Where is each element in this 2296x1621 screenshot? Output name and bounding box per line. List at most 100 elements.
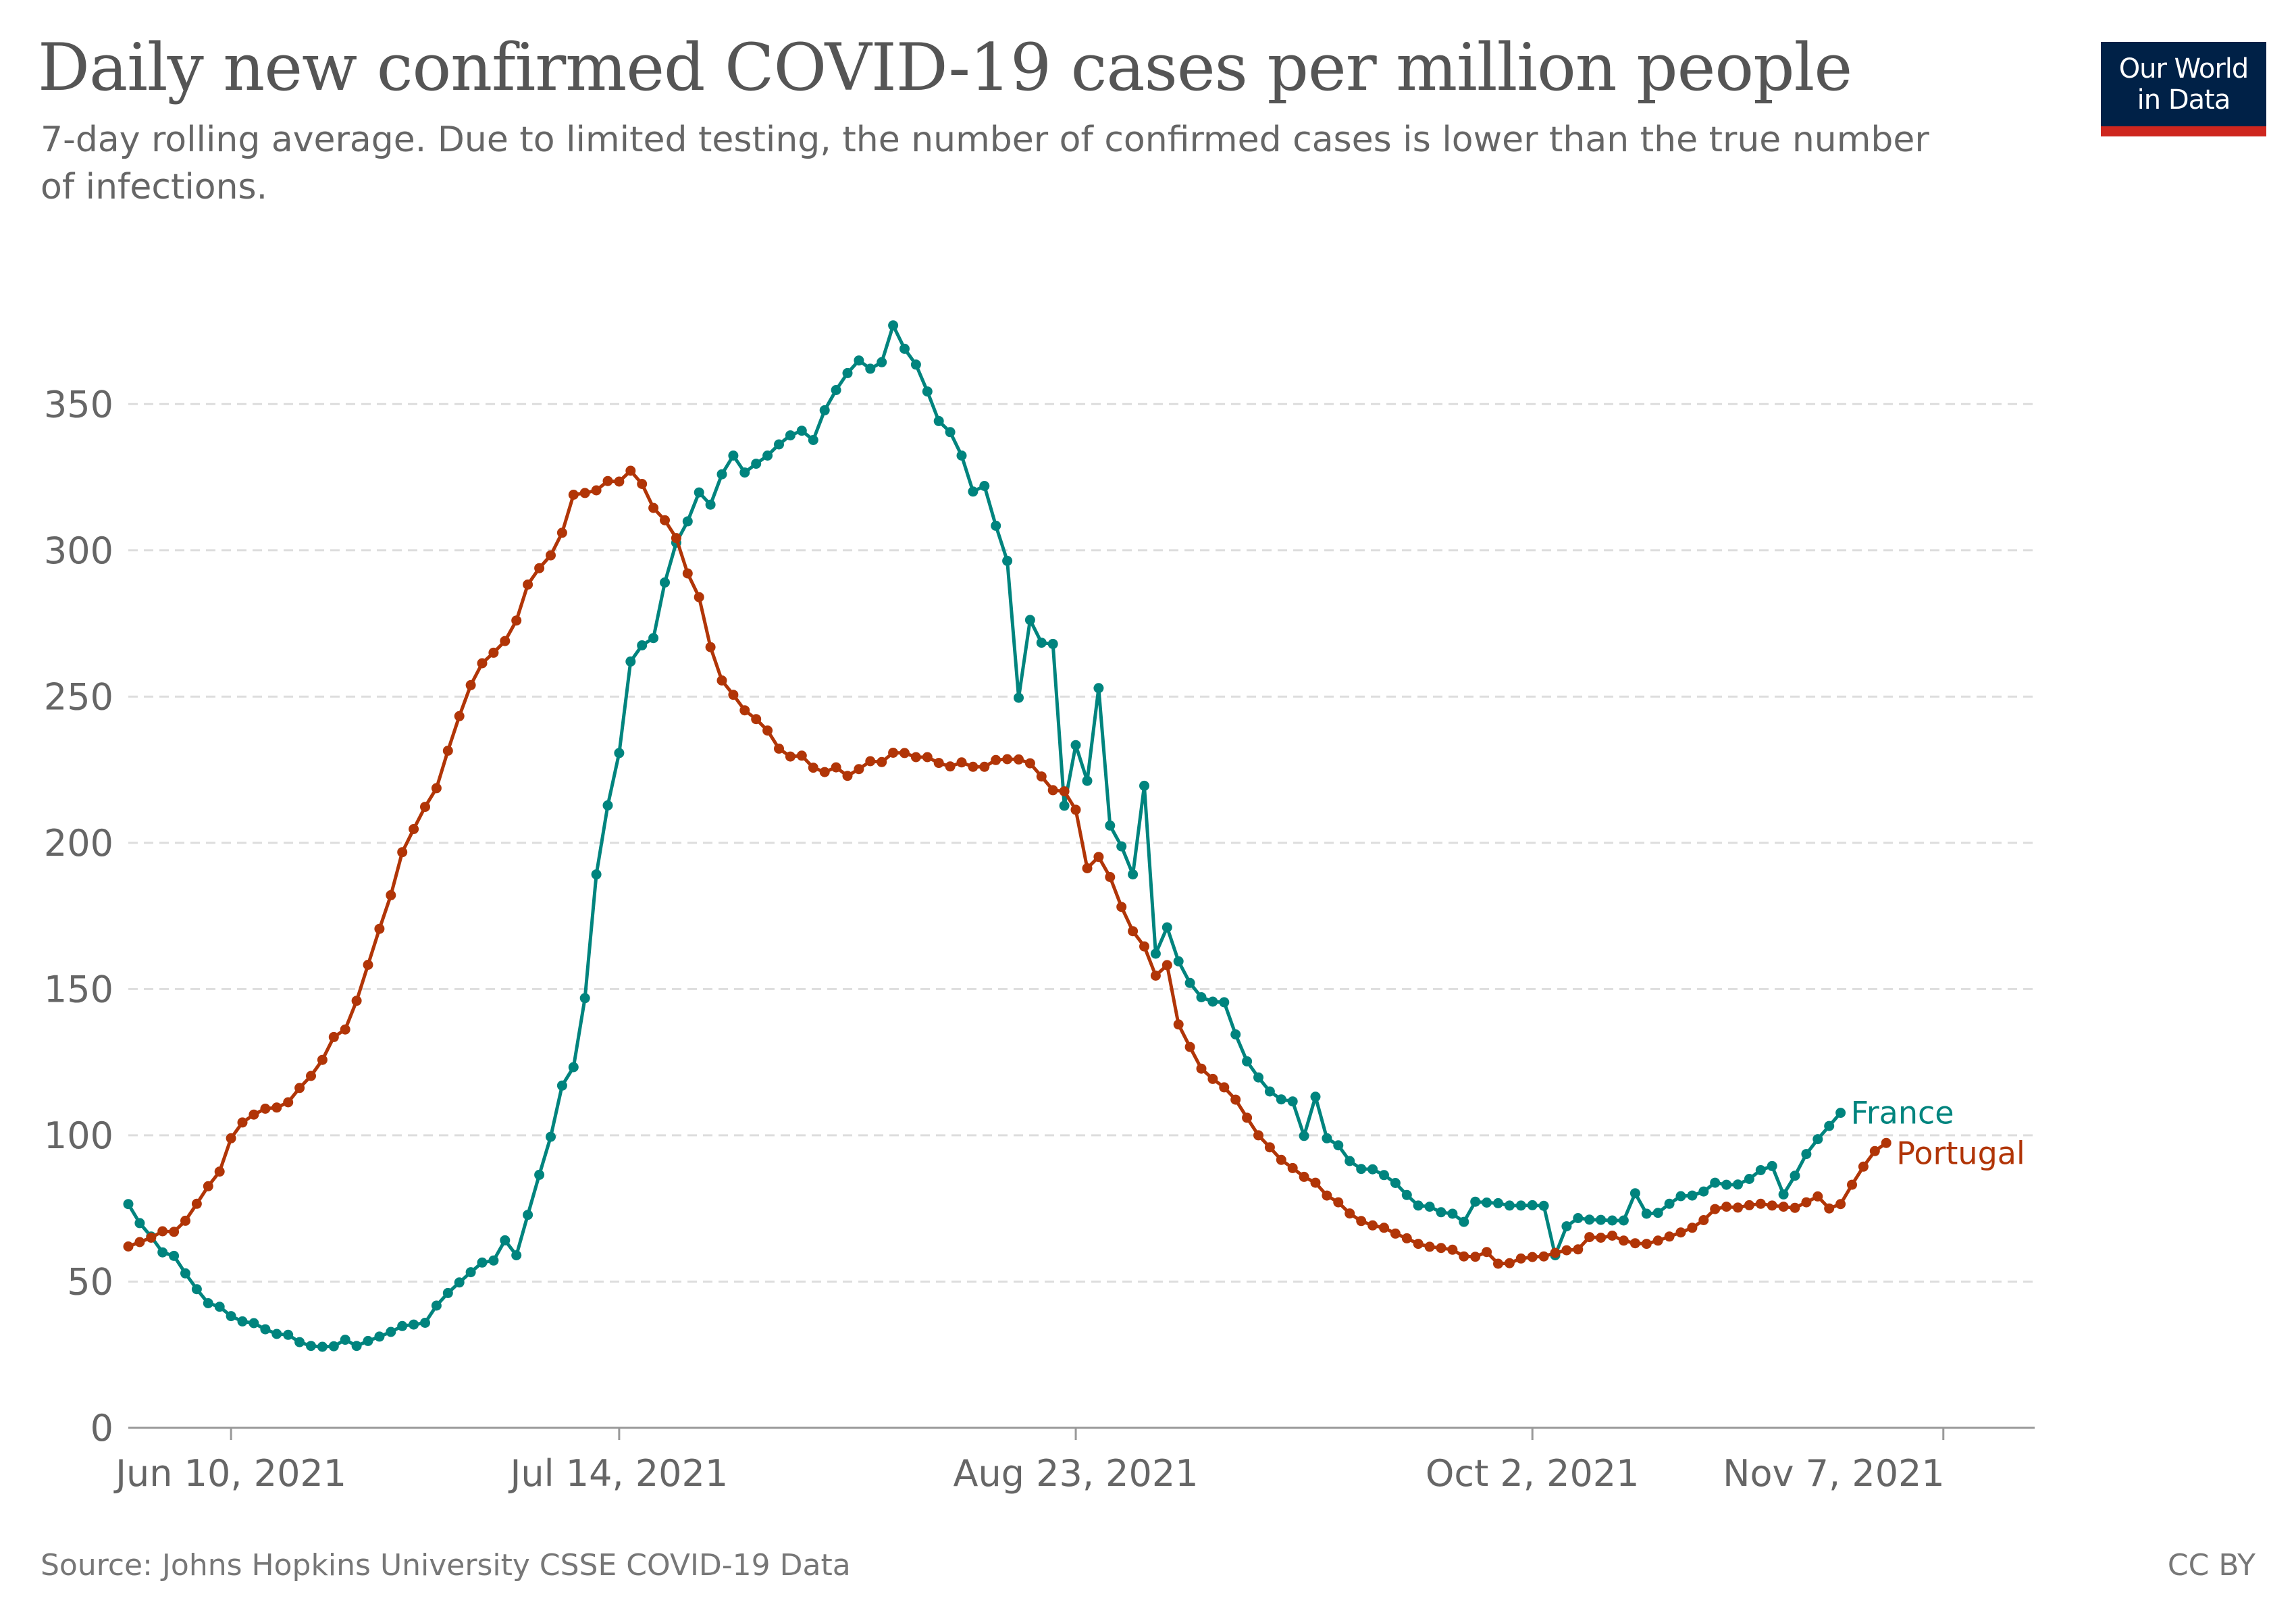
france-point[interactable] bbox=[1184, 977, 1195, 988]
france-point[interactable] bbox=[591, 869, 602, 880]
france-point[interactable] bbox=[979, 481, 990, 491]
portugal-point[interactable] bbox=[1767, 1200, 1777, 1211]
portugal-point[interactable] bbox=[968, 761, 979, 772]
portugal-point[interactable] bbox=[660, 515, 670, 525]
portugal-point[interactable] bbox=[534, 563, 545, 573]
portugal-point[interactable] bbox=[1264, 1142, 1275, 1153]
france-point[interactable] bbox=[922, 386, 933, 397]
france-point[interactable] bbox=[785, 430, 795, 441]
france-point[interactable] bbox=[1538, 1200, 1549, 1211]
portugal-point[interactable] bbox=[956, 757, 967, 768]
portugal-point[interactable] bbox=[796, 750, 807, 761]
portugal-point[interactable] bbox=[1641, 1239, 1652, 1250]
portugal-point[interactable] bbox=[1755, 1198, 1766, 1209]
france-point[interactable] bbox=[842, 367, 853, 378]
portugal-point[interactable] bbox=[1014, 754, 1024, 765]
france-point[interactable] bbox=[1367, 1164, 1378, 1175]
france-point[interactable] bbox=[328, 1341, 339, 1352]
portugal-point[interactable] bbox=[1847, 1179, 1857, 1190]
portugal-point[interactable] bbox=[819, 767, 830, 777]
france-point[interactable] bbox=[1322, 1133, 1332, 1143]
france-point[interactable] bbox=[397, 1320, 408, 1331]
portugal-point[interactable] bbox=[203, 1181, 213, 1191]
france-point[interactable] bbox=[1790, 1170, 1800, 1181]
portugal-point[interactable] bbox=[1664, 1231, 1675, 1242]
portugal-point[interactable] bbox=[842, 771, 853, 781]
portugal-point[interactable] bbox=[556, 528, 567, 538]
france-point[interactable] bbox=[283, 1329, 294, 1340]
portugal-point[interactable] bbox=[1573, 1244, 1584, 1255]
france-point[interactable] bbox=[694, 487, 704, 498]
portugal-point[interactable] bbox=[169, 1227, 180, 1237]
france-point[interactable] bbox=[1276, 1094, 1286, 1105]
portugal-point[interactable] bbox=[1059, 786, 1070, 797]
portugal-point[interactable] bbox=[625, 465, 636, 476]
france-point[interactable] bbox=[1687, 1190, 1698, 1201]
portugal-point[interactable] bbox=[1527, 1252, 1538, 1262]
france-point[interactable] bbox=[1047, 638, 1058, 649]
portugal-point[interactable] bbox=[488, 647, 499, 658]
portugal-point[interactable] bbox=[910, 752, 921, 763]
portugal-point[interactable] bbox=[1299, 1171, 1309, 1182]
france-point[interactable] bbox=[191, 1284, 202, 1295]
portugal-point[interactable] bbox=[602, 475, 613, 486]
france-point[interactable] bbox=[945, 427, 956, 438]
portugal-point[interactable] bbox=[1790, 1202, 1800, 1213]
france-point[interactable] bbox=[340, 1335, 350, 1345]
portugal-point[interactable] bbox=[454, 711, 465, 721]
portugal-point[interactable] bbox=[1447, 1244, 1458, 1255]
portugal-point[interactable] bbox=[1459, 1251, 1469, 1262]
portugal-point[interactable] bbox=[180, 1215, 190, 1226]
france-point[interactable] bbox=[625, 656, 636, 667]
france-point[interactable] bbox=[877, 357, 887, 367]
portugal-point[interactable] bbox=[1310, 1177, 1321, 1188]
france-point[interactable] bbox=[1036, 638, 1047, 648]
portugal-point[interactable] bbox=[1869, 1146, 1880, 1156]
portugal-point[interactable] bbox=[477, 658, 488, 669]
portugal-point[interactable] bbox=[1139, 941, 1149, 952]
france-point[interactable] bbox=[1527, 1200, 1538, 1210]
france-point[interactable] bbox=[442, 1287, 453, 1298]
france-point[interactable] bbox=[1629, 1188, 1640, 1199]
portugal-point[interactable] bbox=[1219, 1082, 1230, 1093]
france-point[interactable] bbox=[556, 1080, 567, 1091]
france-point[interactable] bbox=[968, 486, 979, 497]
portugal-point[interactable] bbox=[294, 1083, 305, 1093]
source-note[interactable]: Source: Johns Hopkins University CSSE CO… bbox=[41, 1548, 851, 1583]
france-point[interactable] bbox=[1482, 1198, 1492, 1208]
france-point[interactable] bbox=[1618, 1215, 1629, 1226]
france-point[interactable] bbox=[751, 459, 762, 469]
portugal-point[interactable] bbox=[682, 568, 693, 579]
france-point[interactable] bbox=[1413, 1200, 1424, 1211]
portugal-point[interactable] bbox=[146, 1233, 157, 1243]
france-point[interactable] bbox=[808, 435, 818, 445]
portugal-point[interactable] bbox=[123, 1241, 134, 1252]
portugal-point[interactable] bbox=[1801, 1197, 1812, 1208]
france-point[interactable] bbox=[1128, 869, 1139, 880]
france-point[interactable] bbox=[899, 343, 910, 354]
france-point[interactable] bbox=[1116, 841, 1127, 852]
portugal-point[interactable] bbox=[1162, 960, 1172, 971]
portugal-point[interactable] bbox=[1276, 1154, 1286, 1165]
portugal-point[interactable] bbox=[1550, 1247, 1561, 1258]
france-point[interactable] bbox=[260, 1324, 271, 1335]
france-point[interactable] bbox=[1150, 948, 1161, 959]
portugal-point[interactable] bbox=[648, 503, 659, 513]
portugal-point[interactable] bbox=[1778, 1202, 1789, 1212]
portugal-point[interactable] bbox=[1287, 1162, 1298, 1173]
france-point[interactable] bbox=[831, 385, 841, 395]
france-point[interactable] bbox=[1196, 992, 1207, 1002]
france-point[interactable] bbox=[1710, 1177, 1721, 1188]
france-point[interactable] bbox=[1835, 1108, 1846, 1118]
france-point[interactable] bbox=[1173, 956, 1184, 967]
france-point[interactable] bbox=[1207, 996, 1218, 1007]
france-point[interactable] bbox=[1253, 1072, 1263, 1083]
france-point[interactable] bbox=[1755, 1165, 1766, 1175]
portugal-point[interactable] bbox=[1230, 1094, 1241, 1105]
portugal-point[interactable] bbox=[397, 847, 408, 858]
portugal-point[interactable] bbox=[979, 761, 990, 772]
portugal-point[interactable] bbox=[1482, 1247, 1492, 1258]
portugal-point[interactable] bbox=[865, 756, 876, 767]
france-point[interactable] bbox=[1584, 1214, 1595, 1225]
france-point[interactable] bbox=[386, 1327, 396, 1337]
